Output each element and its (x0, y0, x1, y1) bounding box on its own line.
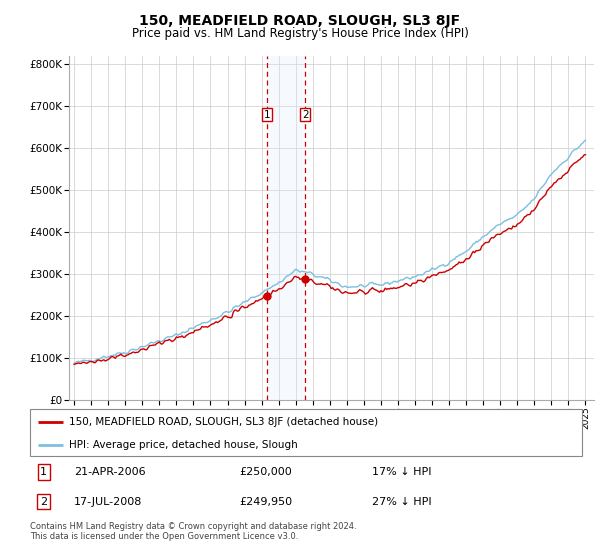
Text: 2: 2 (40, 497, 47, 507)
Text: 1: 1 (40, 467, 47, 477)
Text: 17% ↓ HPI: 17% ↓ HPI (372, 467, 432, 477)
Text: £250,000: £250,000 (240, 467, 293, 477)
Bar (267, 56, 305, 400)
Text: 150, MEADFIELD ROAD, SLOUGH, SL3 8JF: 150, MEADFIELD ROAD, SLOUGH, SL3 8JF (139, 14, 461, 28)
Text: 17-JUL-2008: 17-JUL-2008 (74, 497, 143, 507)
Text: Contains HM Land Registry data © Crown copyright and database right 2024.
This d: Contains HM Land Registry data © Crown c… (30, 522, 356, 542)
Text: HPI: Average price, detached house, Slough: HPI: Average price, detached house, Slou… (68, 440, 298, 450)
Text: 21-APR-2006: 21-APR-2006 (74, 467, 146, 477)
Text: 150, MEADFIELD ROAD, SLOUGH, SL3 8JF (detached house): 150, MEADFIELD ROAD, SLOUGH, SL3 8JF (de… (68, 417, 378, 427)
Text: £249,950: £249,950 (240, 497, 293, 507)
Text: 1: 1 (263, 110, 270, 120)
Text: Price paid vs. HM Land Registry's House Price Index (HPI): Price paid vs. HM Land Registry's House … (131, 27, 469, 40)
Text: 27% ↓ HPI: 27% ↓ HPI (372, 497, 432, 507)
Text: 2: 2 (302, 110, 308, 120)
